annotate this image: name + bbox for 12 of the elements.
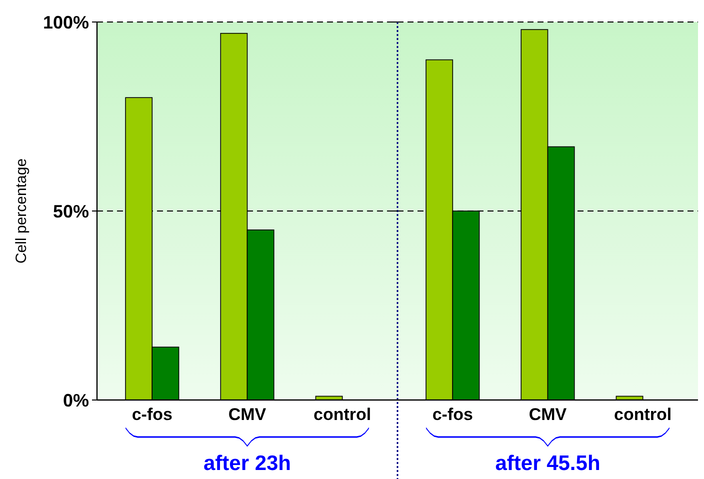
x-axis-title: after 45.5h xyxy=(495,452,600,475)
y-tick-label: 50% xyxy=(52,201,89,222)
x-tick-label: control xyxy=(614,405,672,424)
x-tick-label: CMV xyxy=(528,405,568,424)
y-tick-label: 0% xyxy=(62,390,89,410)
y-axis-title: Cell percentage xyxy=(13,158,30,264)
x-tick-label: c-fos xyxy=(432,405,473,424)
x-tick-label: CMV xyxy=(228,405,267,424)
x-tick-label: c-fos xyxy=(132,405,172,424)
y-tick-label: 100% xyxy=(42,12,89,32)
x-tick-label: control xyxy=(314,405,372,424)
x-axis-title: after 23h xyxy=(203,452,292,475)
